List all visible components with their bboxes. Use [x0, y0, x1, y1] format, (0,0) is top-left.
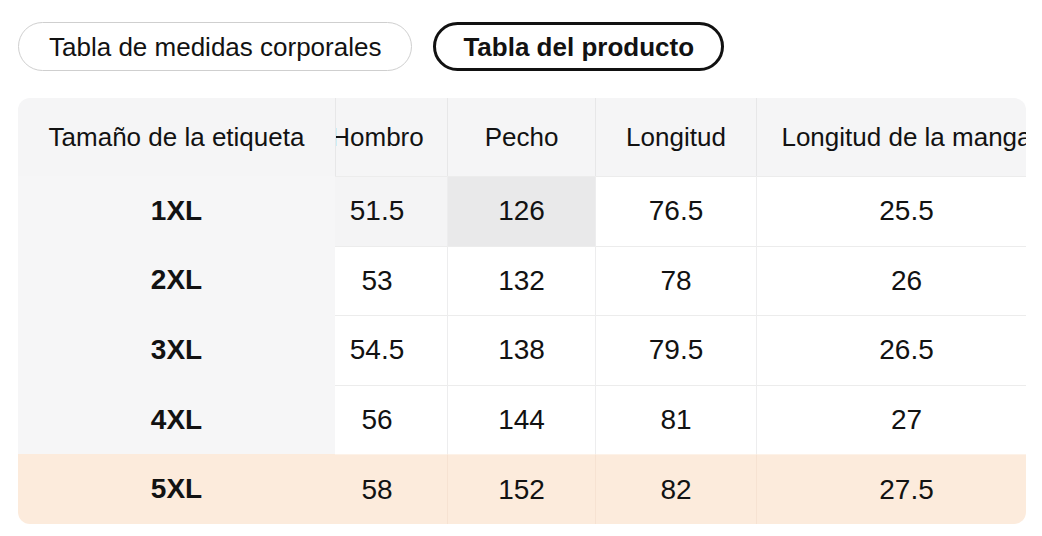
- table-header-row: Tamaño de la etiqueta Hombro Pecho Longi…: [18, 98, 1026, 176]
- tab-body-measurements-label: Tabla de medidas corporales: [49, 34, 381, 60]
- length-value: 82: [595, 454, 756, 524]
- column-header-chest: Pecho: [447, 98, 595, 176]
- size-label: 3XL: [18, 315, 335, 385]
- table-row-2xl: 2XL 53 132 78 26: [18, 246, 1026, 316]
- sleeve-length-value: 27.5: [756, 454, 1026, 524]
- table-row-5xl-highlighted: 5XL 58 152 82 27.5: [18, 454, 1026, 524]
- product-size-table[interactable]: Tamaño de la etiqueta Hombro Pecho Longi…: [18, 98, 1026, 524]
- chest-value-highlighted: 126: [447, 176, 595, 246]
- length-value: 81: [595, 385, 756, 455]
- tab-body-measurements[interactable]: Tabla de medidas corporales: [18, 22, 412, 71]
- sleeve-length-value: 25.5: [756, 176, 1026, 246]
- chest-value: 132: [447, 246, 595, 316]
- table-row-1xl: 1XL 51.5 126 76.5 25.5: [18, 176, 1026, 246]
- chest-value: 152: [447, 454, 595, 524]
- size-label: 5XL: [18, 454, 335, 524]
- shoulder-value: 54.5: [335, 315, 447, 385]
- column-header-sleeve-length: Longitud de la manga: [756, 98, 1026, 176]
- shoulder-value: 58: [335, 454, 447, 524]
- table-row-4xl: 4XL 56 144 81 27: [18, 385, 1026, 455]
- size-label: 1XL: [18, 176, 335, 246]
- shoulder-value: 51.5: [335, 176, 447, 246]
- shoulder-value: 53: [335, 246, 447, 316]
- chest-value: 138: [447, 315, 595, 385]
- length-value: 76.5: [595, 176, 756, 246]
- chest-value: 144: [447, 385, 595, 455]
- tab-product[interactable]: Tabla del producto: [433, 22, 724, 71]
- length-value: 78: [595, 246, 756, 316]
- length-value: 79.5: [595, 315, 756, 385]
- sleeve-length-value: 26.5: [756, 315, 1026, 385]
- column-header-label-size: Tamaño de la etiqueta: [18, 98, 335, 176]
- sleeve-length-value: 27: [756, 385, 1026, 455]
- table-row-3xl: 3XL 54.5 138 79.5 26.5: [18, 315, 1026, 385]
- size-chart-tabs: Tabla de medidas corporales Tabla del pr…: [18, 22, 1042, 71]
- tab-product-label: Tabla del producto: [463, 34, 694, 60]
- column-header-length: Longitud: [595, 98, 756, 176]
- shoulder-value: 56: [335, 385, 447, 455]
- column-header-shoulder: Hombro: [335, 98, 447, 176]
- size-label: 4XL: [18, 385, 335, 455]
- size-table-inner: Tamaño de la etiqueta Hombro Pecho Longi…: [18, 98, 1026, 524]
- sleeve-length-value: 26: [756, 246, 1026, 316]
- size-label: 2XL: [18, 246, 335, 316]
